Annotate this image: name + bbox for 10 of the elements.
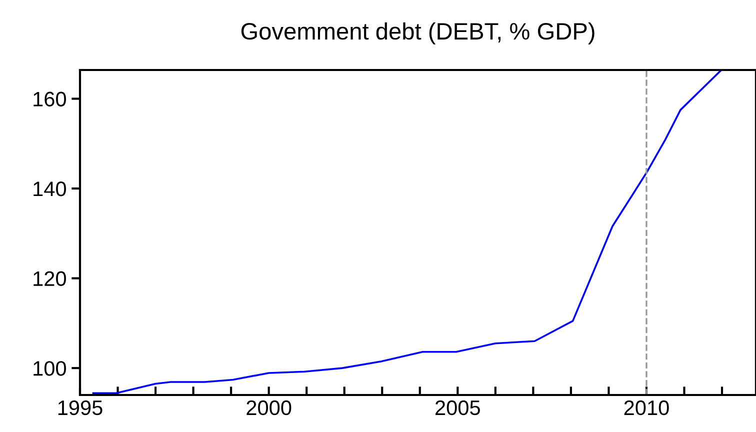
x-tick-label: 2010 — [624, 400, 669, 416]
y-tick-label: 140 — [34, 182, 66, 196]
x-tick-label: 2000 — [246, 400, 292, 416]
line-series — [92, 70, 722, 394]
y-tick-label: 100 — [34, 361, 66, 376]
x-tick-label: 1995 — [58, 400, 102, 416]
y-tick-label: 120 — [34, 271, 66, 286]
y-tick-label: 160 — [34, 92, 66, 106]
x-tick-label: 2005 — [436, 400, 480, 416]
chart-title: Govemment debt (DEBT, % GDP) — [241, 22, 594, 44]
